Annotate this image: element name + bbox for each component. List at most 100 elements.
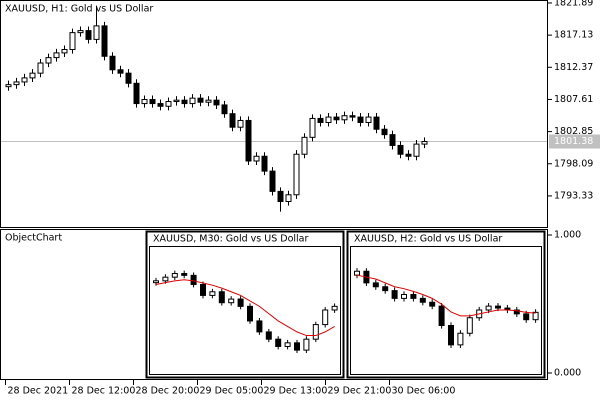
- candle-body: [410, 294, 417, 299]
- candle-body: [495, 305, 501, 309]
- candle-body: [284, 342, 291, 347]
- candle-body: [421, 141, 428, 145]
- candle-body: [365, 116, 372, 123]
- candle-body: [190, 274, 197, 285]
- candle-body: [532, 311, 539, 321]
- candle-body: [325, 116, 332, 123]
- candle-body: [93, 25, 100, 40]
- x-tick-label: 29 Dec 21:00: [328, 386, 392, 397]
- y-tick-label: 0.000: [554, 368, 581, 379]
- candle-body: [153, 280, 159, 284]
- bid-label-bg: [549, 134, 600, 149]
- y-tick-label: 1798.09: [554, 158, 593, 169]
- candle-body: [141, 99, 148, 105]
- candle-body: [523, 313, 530, 321]
- candle-body: [218, 291, 225, 304]
- chart-object[interactable]: [145, 230, 345, 379]
- candle-body: [45, 57, 52, 64]
- candle-body: [341, 115, 348, 121]
- main-panel: [0, 0, 548, 228]
- moving-average: [356, 274, 536, 317]
- chart-title: XAUUSD, H1: Gold vs US Dollar: [5, 4, 153, 15]
- candle-body: [13, 81, 20, 86]
- candle-body: [256, 320, 263, 333]
- candle-body: [317, 117, 324, 123]
- chart-object[interactable]: [346, 230, 546, 379]
- candle-body: [117, 69, 124, 74]
- chart-object-frame: [350, 246, 542, 375]
- candle-body: [466, 317, 473, 334]
- candle-body: [109, 55, 116, 71]
- candle-body: [237, 119, 244, 128]
- candle-body: [349, 115, 356, 118]
- candle-body: [181, 99, 188, 105]
- candle-body: [162, 276, 169, 282]
- candle-body: [29, 72, 36, 79]
- candle-body: [357, 116, 364, 123]
- candle-body: [189, 97, 196, 105]
- y-tick-label: 1807.61: [554, 94, 593, 105]
- chart-title: XAUUSD, M30: Gold vs US Dollar: [153, 234, 308, 245]
- candle-body: [69, 32, 76, 51]
- x-tick-label: 29 Dec 05:00: [200, 386, 264, 397]
- candle-body: [133, 82, 140, 105]
- candle-body: [397, 144, 404, 155]
- candle-body: [213, 99, 220, 106]
- candle-body: [419, 297, 426, 303]
- candle-body: [205, 99, 212, 103]
- candle-body: [237, 298, 244, 307]
- x-tick-label: 30 Dec 06:00: [392, 386, 456, 397]
- candle-body: [513, 309, 520, 315]
- candle-body: [37, 62, 44, 74]
- y-tick-label: 1821.89: [554, 0, 593, 8]
- candle-body: [165, 101, 172, 107]
- candle-body: [331, 305, 338, 311]
- candle-body: [457, 332, 464, 346]
- candle-body: [221, 104, 228, 115]
- y-tick-label: 1817.13: [554, 30, 593, 41]
- candle-body: [405, 153, 412, 157]
- candle-body: [301, 136, 308, 155]
- x-tick-label: 28 Dec 2021: [8, 386, 69, 397]
- candle-body: [303, 338, 310, 351]
- candle-body: [389, 134, 396, 146]
- candle-body: [413, 143, 420, 157]
- candle-body: [181, 273, 188, 276]
- candle-body: [101, 25, 108, 57]
- chart-title: XAUUSD, H2: Gold vs US Dollar: [354, 234, 502, 245]
- y-tick-label: 1812.37: [554, 62, 593, 73]
- candle-body: [77, 30, 84, 34]
- candle-body: [228, 298, 235, 304]
- candle-body: [373, 116, 380, 130]
- y-tick-label: 1793.33: [554, 190, 593, 201]
- candle-body: [157, 103, 164, 107]
- candle-body: [209, 291, 216, 296]
- x-tick-label: 28 Dec 12:00: [72, 386, 136, 397]
- moving-average: [155, 279, 335, 337]
- candle-body: [429, 301, 436, 307]
- candle-body: [53, 52, 60, 59]
- candle-body: [229, 113, 236, 128]
- candle-body: [125, 72, 132, 84]
- y-tick-label: 1.000: [554, 230, 581, 241]
- candle-body: [294, 342, 300, 351]
- candle-body: [391, 290, 398, 299]
- candle-body: [200, 283, 206, 296]
- candle-body: [312, 324, 319, 340]
- candle-body: [265, 331, 272, 340]
- candle-body: [173, 99, 180, 103]
- candle-body: [381, 128, 388, 136]
- candle-body: [197, 97, 204, 103]
- bid-label: 1801.38: [554, 136, 593, 147]
- candle-body: [247, 305, 253, 322]
- indicator-label: ObjectChart: [5, 233, 62, 244]
- candle-body: [277, 190, 284, 203]
- candle-body: [21, 77, 28, 83]
- candle-body: [261, 155, 268, 172]
- candle-body: [149, 99, 156, 105]
- candle-body: [275, 338, 282, 347]
- candle-body: [85, 30, 92, 40]
- candle-body: [293, 153, 300, 196]
- x-tick-label: 29 Dec 13:00: [264, 386, 328, 397]
